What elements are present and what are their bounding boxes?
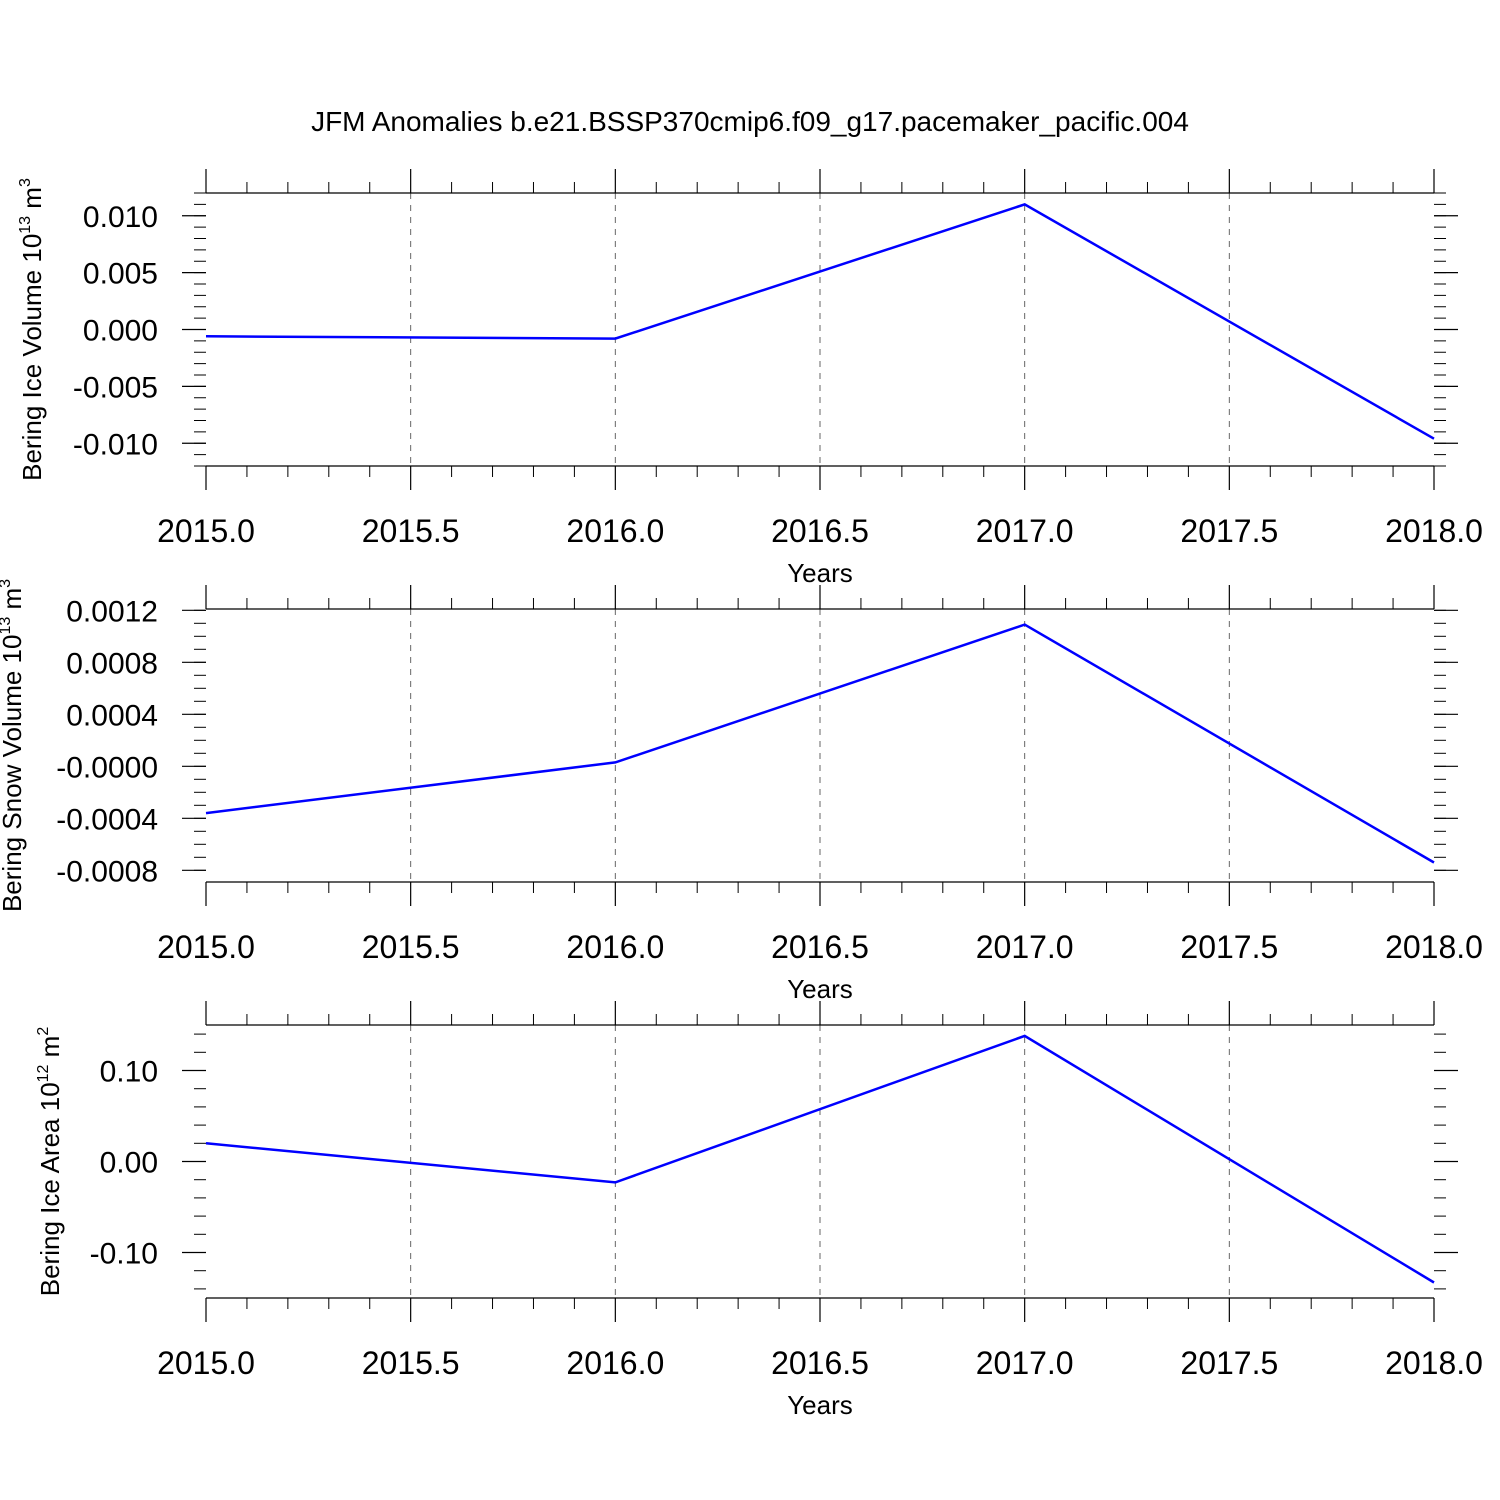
y-axis-label-superscript: 3 [17, 178, 34, 187]
x-tick-label: 2017.0 [976, 1345, 1074, 1381]
y-axis-label-text: m [17, 187, 47, 216]
y-tick-label: 0.0008 [66, 647, 158, 680]
x-tick-label: 2018.0 [1385, 1345, 1483, 1381]
y-tick-label: 0.10 [100, 1056, 158, 1089]
x-tick-label: 2017.0 [976, 929, 1074, 965]
x-tick-label: 2015.5 [362, 929, 460, 965]
x-tick-label: 2015.0 [157, 513, 255, 549]
x-axis-label: Years [787, 974, 853, 1004]
y-tick-label: 0.0012 [66, 595, 158, 628]
y-axis-label-text: m [35, 1036, 65, 1065]
x-tick-label: 2016.0 [566, 513, 664, 549]
x-tick-label: 2017.0 [976, 513, 1074, 549]
y-tick-label: 0.00 [100, 1147, 158, 1180]
x-tick-label: 2017.5 [1180, 929, 1278, 965]
x-tick-label: 2016.0 [566, 1345, 664, 1381]
x-tick-label: 2015.0 [157, 929, 255, 965]
data-series-line [205, 203, 1435, 440]
x-tick-label: 2015.5 [362, 1345, 460, 1381]
chart-title: JFM Anomalies b.e21.BSSP370cmip6.f09_g17… [311, 106, 1189, 137]
y-axis-label: Bering Ice Volume 1013 m3 [17, 178, 47, 481]
y-tick-label: 0.000 [83, 315, 158, 348]
x-axis-label: Years [787, 1390, 853, 1420]
x-tick-label: 2016.5 [771, 513, 869, 549]
y-axis-label-superscript: 13 [0, 617, 14, 635]
x-tick-label: 2018.0 [1385, 513, 1483, 549]
y-tick-label: -0.10 [90, 1238, 158, 1271]
x-tick-label: 2015.5 [362, 513, 460, 549]
x-tick-label: 2017.5 [1180, 1345, 1278, 1381]
panel-1: 0.010 0.005 0.000 -0.005 -0.010 2015.0 2015.5 2… [17, 169, 1483, 588]
panel-3: 0.10 0.00 -0.10 2015.0 2015.5 2016.0 2016.5 201… [35, 1001, 1483, 1420]
y-tick-label: 0.005 [83, 258, 158, 291]
y-tick-label: 0.0004 [66, 699, 158, 732]
y-axis-label-superscript: 2 [35, 1027, 52, 1036]
y-axis-label-superscript: 12 [35, 1064, 52, 1082]
y-axis-label-superscript: 3 [0, 579, 14, 588]
y-axis-label: Bering Ice Area 1012 m2 [35, 1027, 65, 1297]
y-axis-label-text: Bering Snow Volume 10 [0, 635, 27, 913]
y-tick-label: -0.010 [73, 428, 158, 461]
data-series-line [205, 1034, 1435, 1284]
y-axis-label-text: m [0, 588, 27, 617]
y-tick-label: -0.005 [73, 371, 158, 404]
y-axis-label-text: Bering Ice Area 10 [35, 1082, 65, 1296]
y-axis-label-text: Bering Ice Volume 10 [17, 234, 47, 481]
x-tick-label: 2015.0 [157, 1345, 255, 1381]
x-tick-label: 2017.5 [1180, 513, 1278, 549]
x-tick-label: 2016.0 [566, 929, 664, 965]
y-tick-label: -0.0008 [56, 855, 158, 888]
y-tick-label: 0.010 [83, 201, 158, 234]
x-tick-label: 2016.5 [771, 929, 869, 965]
data-series-line [205, 623, 1435, 864]
y-axis-label: Bering Snow Volume 1013 m3 [0, 579, 27, 912]
y-tick-label: -0.0004 [56, 803, 158, 836]
x-axis-label: Years [787, 558, 853, 588]
y-tick-label: -0.0000 [56, 751, 158, 784]
x-tick-label: 2018.0 [1385, 929, 1483, 965]
panel-2: 0.0012 0.0008 0.0004 -0.0000 -0.0004 -0.0008 2… [0, 579, 1483, 1004]
x-tick-label: 2016.5 [771, 1345, 869, 1381]
y-axis-label-superscript: 13 [17, 216, 34, 234]
